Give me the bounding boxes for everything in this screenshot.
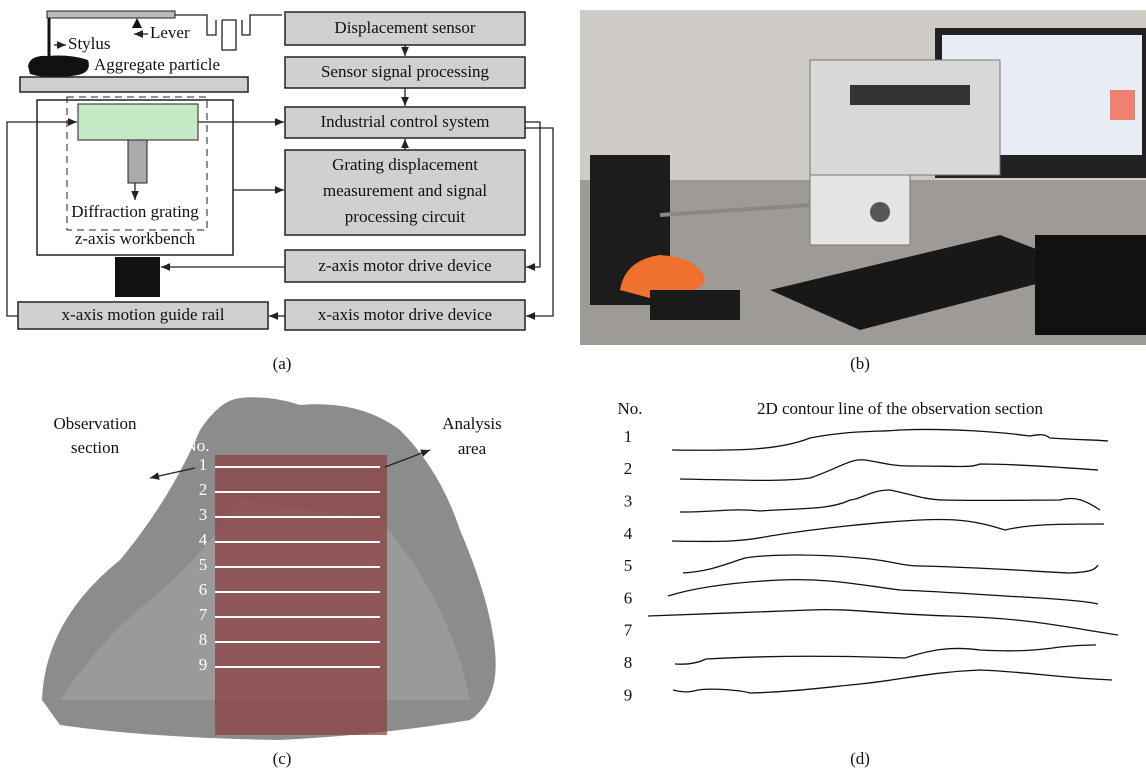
box-label: measurement and signal [323, 181, 488, 200]
stylus-label: Stylus [68, 34, 111, 53]
profile-number: 9 [624, 685, 633, 704]
section-number: 8 [199, 630, 208, 649]
box-label: Grating displacement [332, 155, 478, 174]
analysis-area [215, 455, 387, 735]
profile-number: 2 [624, 459, 633, 478]
speaker [1035, 235, 1146, 335]
box-label: Sensor signal processing [321, 62, 490, 81]
knob [870, 202, 890, 222]
header: 2D contour line of the observation secti… [757, 399, 1044, 418]
observation-label: Observation [53, 414, 137, 433]
panel-d: No. 2D contour line of the observation s… [617, 399, 1118, 768]
platform [20, 77, 248, 92]
section-number: 5 [199, 555, 208, 574]
page: Stylus Lever Aggregate particle Diffract… [0, 0, 1146, 771]
contour [675, 645, 1096, 664]
analysis-label: area [458, 439, 487, 458]
contour [673, 670, 1112, 693]
aggregate-particle [28, 56, 89, 78]
instrument-display [850, 85, 970, 105]
sample-holder [650, 290, 740, 320]
contour [648, 610, 1118, 635]
grating-label: Diffraction grating [71, 202, 199, 221]
instrument-head [810, 60, 1000, 175]
panel-c: No. 1 2 3 4 5 6 7 8 9 Observation section Analys… [42, 397, 502, 768]
contour [672, 429, 1108, 450]
lever-pivot [132, 18, 142, 28]
instrument-base [810, 175, 910, 245]
box-label: x-axis motion guide rail [62, 305, 225, 324]
contour [672, 519, 1104, 541]
profile-number: 4 [624, 524, 633, 543]
figure: Stylus Lever Aggregate particle Diffract… [0, 0, 1146, 771]
panel-b-photo: (b) [580, 10, 1146, 373]
profile-number: 3 [624, 492, 633, 511]
profile-number: 6 [624, 588, 633, 607]
lever-bar [47, 11, 175, 18]
contour [680, 490, 1100, 512]
observation-label: section [71, 438, 120, 457]
workbench-label: z-axis workbench [75, 229, 196, 248]
no-label: No. [184, 436, 209, 455]
box-label: z-axis motor drive device [318, 256, 491, 275]
caption: (c) [273, 749, 292, 768]
panel-a: Stylus Lever Aggregate particle Diffract… [7, 11, 553, 373]
contour [683, 555, 1098, 573]
section-number: 9 [199, 655, 208, 674]
contour [680, 460, 1098, 481]
aggregate-label: Aggregate particle [94, 55, 220, 74]
screen-element [1110, 90, 1135, 120]
profile-number: 8 [624, 653, 633, 672]
profile-numbers: 1 2 3 4 5 6 7 8 9 [624, 427, 633, 704]
caption: (b) [850, 354, 870, 373]
box-label: Displacement sensor [334, 18, 475, 37]
caption: (a) [273, 354, 292, 373]
lever-label: Lever [150, 23, 190, 42]
section-number: 4 [199, 530, 208, 549]
no-label: No. [617, 399, 642, 418]
box-label: Industrial control system [320, 112, 489, 131]
caption: (d) [850, 749, 870, 768]
grating-head [78, 104, 198, 140]
section-number: 3 [199, 505, 208, 524]
contour [668, 580, 1098, 604]
analysis-label: Analysis [442, 414, 502, 433]
section-number: 2 [199, 480, 208, 499]
spring [175, 15, 282, 50]
z-drive-block [115, 257, 160, 297]
box-label: x-axis motor drive device [318, 305, 492, 324]
section-number: 1 [199, 455, 208, 474]
grating-stem [128, 140, 147, 183]
box-label: processing circuit [345, 207, 466, 226]
profile-number: 7 [624, 621, 633, 640]
section-number: 7 [199, 605, 208, 624]
profile-number: 5 [624, 556, 633, 575]
section-number: 6 [199, 580, 208, 599]
profile-number: 1 [624, 427, 633, 446]
